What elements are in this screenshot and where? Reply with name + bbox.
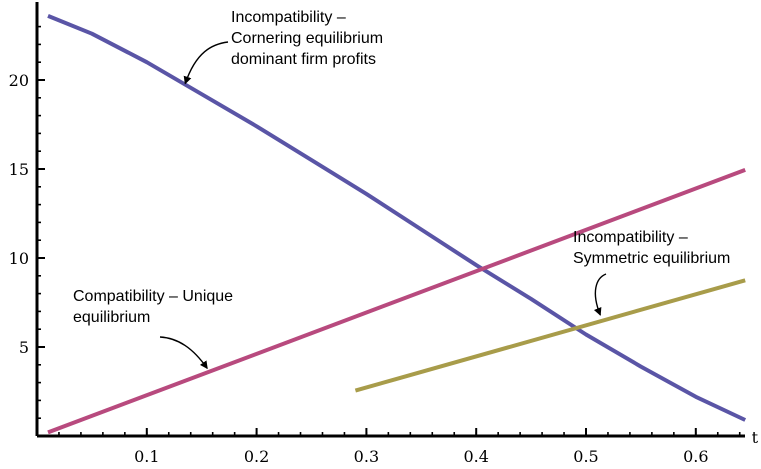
series-group [47,14,747,435]
x-tick-label: 0.1 [134,447,159,466]
annotation-text: dominant firm profits [231,51,376,68]
annotation-text: Incompatibility – [573,229,688,246]
annotation-symmetric: Incompatibility – Symmetric equilibrium [573,229,730,316]
annotation-text: Incompatibility – [231,9,346,26]
annotation-arrow [159,336,208,370]
x-tick-label: 0.4 [463,447,488,466]
y-tick-label: 15 [9,160,29,179]
series-line-cornering-line [47,14,747,422]
annotation-text: Cornering equilibrium [231,30,383,47]
annotation-compatibility: Compatibility – Unique equilibrium [73,288,233,370]
series-line-compatibility-line [47,168,746,435]
x-tick-label: 0.3 [354,447,379,466]
series-line-symmetric-line [354,278,746,393]
annotation-cornering: Incompatibility – Cornering equilibrium do… [183,9,383,85]
annotation-text: Compatibility – Unique [73,288,233,305]
x-tick-label: 0.2 [244,447,269,466]
x-tick-label: 0.6 [683,447,708,466]
annotation-text: equilibrium [73,309,150,326]
y-tick-label: 10 [9,249,29,268]
annotation-text: Symmetric equilibrium [573,250,730,267]
y-tick-label: 5 [19,338,29,357]
annotation-arrow [183,41,229,85]
y-tick-label: 20 [9,71,29,90]
annotations: Incompatibility – Cornering equilibrium do… [73,9,730,370]
x-axis-title: t [752,428,759,447]
x-tick-label: 0.5 [573,447,598,466]
annotation-arrow [593,273,607,316]
axes: 0.1 0.2 0.3 0.4 0.5 0.6 5 10 15 20 [9,2,745,466]
